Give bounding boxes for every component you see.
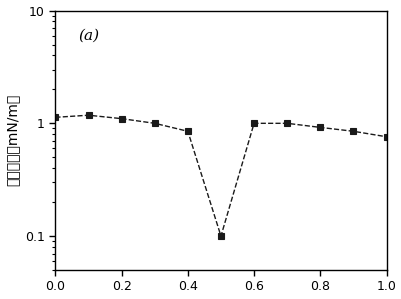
Y-axis label: 界面张力（mN/m）: 界面张力（mN/m） bbox=[6, 94, 20, 186]
Text: (a): (a) bbox=[78, 29, 99, 43]
